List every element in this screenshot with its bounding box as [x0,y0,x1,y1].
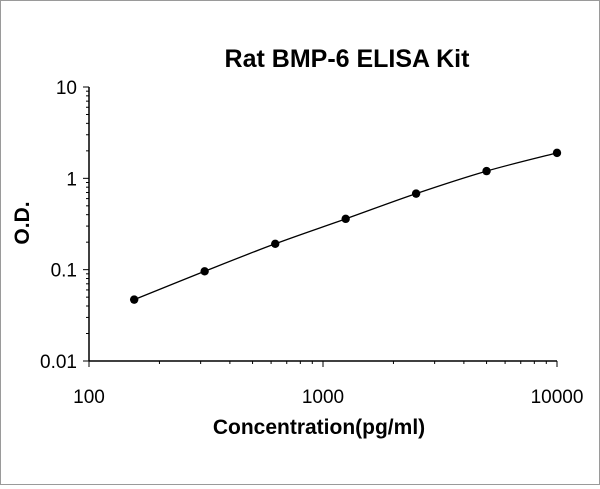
x-tick-label: 1000 [302,387,344,408]
y-tick-label: 10 [56,78,77,99]
axes [88,87,557,362]
x-tick-label: 10000 [531,387,584,408]
data-point [271,239,280,248]
data-point [129,295,139,304]
fit-curve [133,152,558,301]
data-point [200,267,209,276]
y-tick-label: 0.1 [51,261,77,282]
fit-line [133,152,558,301]
x-axis-title: Concentration(pg/ml) [213,416,425,439]
data-points [129,148,562,304]
chart-title: Rat BMP-6 ELISA Kit [225,45,471,73]
tick-marks [83,86,558,367]
y-axis-title: O.D. [11,201,34,244]
data-point [552,148,562,158]
data-point [482,166,491,176]
tick-labels: 10 1 0.1 0.01 100 1000 10000 [40,78,583,408]
y-tick-label: 0.01 [40,352,77,373]
x-tick-label: 100 [73,387,105,408]
data-point [411,189,421,198]
y-tick-label: 1 [66,169,77,190]
data-point [341,214,350,224]
